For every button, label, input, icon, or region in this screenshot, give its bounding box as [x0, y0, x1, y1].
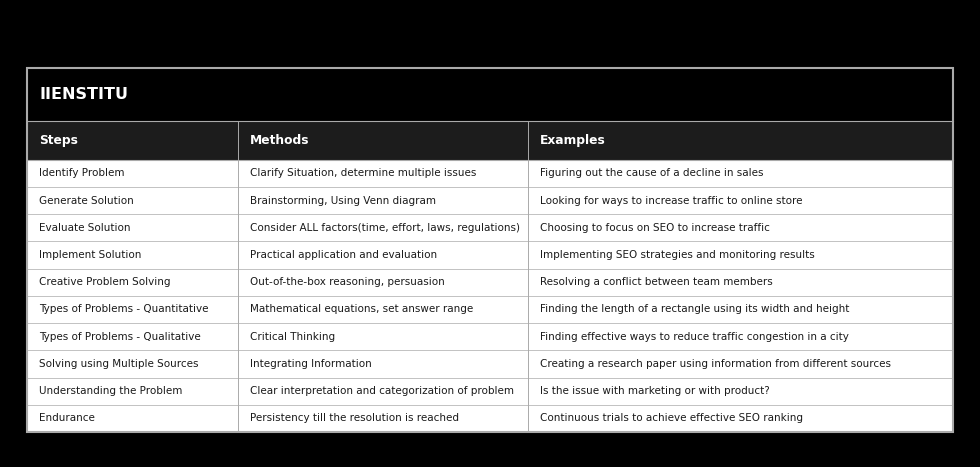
Text: Solving using Multiple Sources: Solving using Multiple Sources [39, 359, 199, 369]
Text: Types of Problems - Quantitative: Types of Problems - Quantitative [39, 304, 209, 314]
Text: Resolving a conflict between team members: Resolving a conflict between team member… [540, 277, 772, 287]
Text: Endurance: Endurance [39, 413, 95, 424]
Text: Clarify Situation, determine multiple issues: Clarify Situation, determine multiple is… [250, 168, 476, 178]
Text: Consider ALL factors(time, effort, laws, regulations): Consider ALL factors(time, effort, laws,… [250, 223, 520, 233]
Text: Types of Problems - Qualitative: Types of Problems - Qualitative [39, 332, 201, 342]
Text: Brainstorming, Using Venn diagram: Brainstorming, Using Venn diagram [250, 196, 436, 205]
Text: Integrating Information: Integrating Information [250, 359, 371, 369]
Text: Is the issue with marketing or with product?: Is the issue with marketing or with prod… [540, 386, 769, 396]
Bar [27, 68, 953, 121]
Text: Generate Solution: Generate Solution [39, 196, 134, 205]
Text: Identify Problem: Identify Problem [39, 168, 124, 178]
Text: Methods: Methods [250, 134, 310, 147]
Text: Evaluate Solution: Evaluate Solution [39, 223, 130, 233]
Bar [27, 68, 953, 432]
Text: Out-of-the-box reasoning, persuasion: Out-of-the-box reasoning, persuasion [250, 277, 445, 287]
Text: Continuous trials to achieve effective SEO ranking: Continuous trials to achieve effective S… [540, 413, 803, 424]
Text: Finding effective ways to reduce traffic congestion in a city: Finding effective ways to reduce traffic… [540, 332, 849, 342]
Text: Finding the length of a rectangle using its width and height: Finding the length of a rectangle using … [540, 304, 849, 314]
Text: Creative Problem Solving: Creative Problem Solving [39, 277, 171, 287]
Text: Understanding the Problem: Understanding the Problem [39, 386, 182, 396]
Text: Practical application and evaluation: Practical application and evaluation [250, 250, 437, 260]
Text: Clear interpretation and categorization of problem: Clear interpretation and categorization … [250, 386, 514, 396]
Text: Steps: Steps [39, 134, 78, 147]
Text: Critical Thinking: Critical Thinking [250, 332, 335, 342]
Text: Mathematical equations, set answer range: Mathematical equations, set answer range [250, 304, 473, 314]
Text: Persistency till the resolution is reached: Persistency till the resolution is reach… [250, 413, 459, 424]
Text: Figuring out the cause of a decline in sales: Figuring out the cause of a decline in s… [540, 168, 763, 178]
Bar [27, 121, 953, 160]
Text: Creating a research paper using information from different sources: Creating a research paper using informat… [540, 359, 891, 369]
Text: IIENSTITU: IIENSTITU [39, 87, 128, 102]
Text: Implementing SEO strategies and monitoring results: Implementing SEO strategies and monitori… [540, 250, 814, 260]
Text: Choosing to focus on SEO to increase traffic: Choosing to focus on SEO to increase tra… [540, 223, 769, 233]
Text: Implement Solution: Implement Solution [39, 250, 141, 260]
Text: Examples: Examples [540, 134, 606, 147]
Text: Looking for ways to increase traffic to online store: Looking for ways to increase traffic to … [540, 196, 803, 205]
Bar [27, 68, 953, 432]
